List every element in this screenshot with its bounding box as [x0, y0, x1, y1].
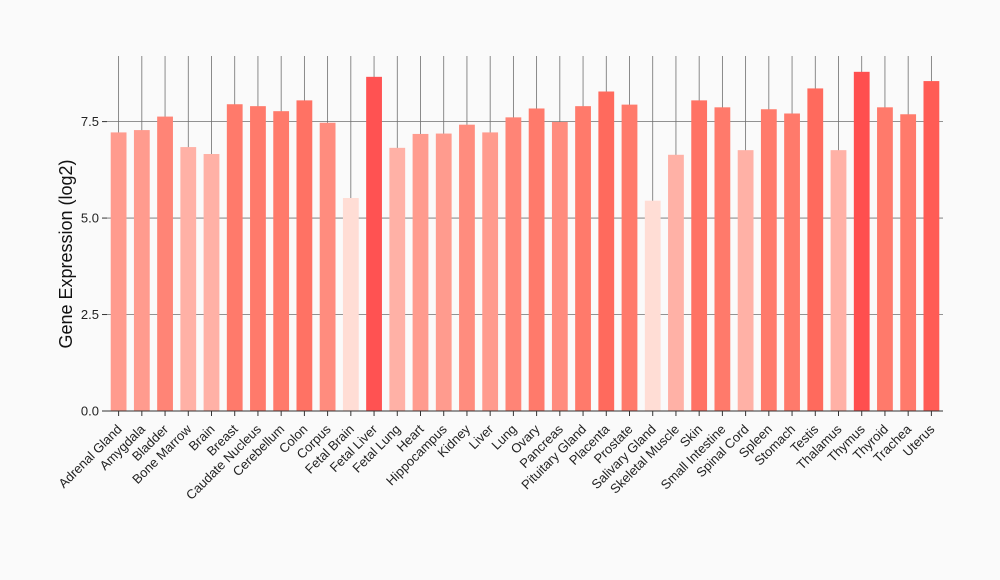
bar-thymus [853, 71, 870, 412]
bar-hippocampus [435, 133, 452, 411]
bar-pancreas [551, 121, 568, 411]
bar-fetal-lung [389, 147, 406, 411]
bar-caudate-nucleus [250, 106, 266, 412]
bar-skin [691, 100, 708, 411]
bar-prostate [621, 104, 638, 411]
bar-colon [296, 100, 313, 411]
bar-small-intestine [714, 107, 731, 412]
bar-placenta [598, 91, 615, 411]
y-axis-title: Gene Expression (log2) [56, 159, 76, 348]
bars [110, 71, 940, 412]
y-tick-label: 5.0 [81, 211, 99, 226]
bar-kidney [459, 124, 475, 411]
bar-ovary [528, 108, 545, 411]
bar-uterus [923, 81, 940, 412]
bar-liver [482, 132, 499, 412]
y-axis: 0.0 2.5 5.0 7.5 [81, 114, 107, 419]
bar-bone-marrow [180, 147, 197, 411]
bar-salivary-gland [644, 200, 661, 411]
bar-brain [203, 154, 220, 411]
bar-fetal-liver [366, 76, 382, 411]
bar-bladder [157, 116, 173, 412]
bar-adrenal-gland [110, 132, 127, 412]
bar-amygdala [133, 130, 150, 411]
y-tick-label: 0.0 [81, 404, 99, 419]
bar-spinal-cord [737, 150, 754, 412]
bar-heart [412, 133, 429, 411]
bar-thalamus [830, 150, 847, 412]
bar-thyroid [877, 107, 893, 412]
y-tick-label: 7.5 [81, 114, 99, 129]
bar-fetal-brain [342, 198, 359, 411]
bar-stomach [784, 113, 800, 411]
bar-corpus [319, 122, 336, 411]
bar-pituitary-gland [575, 106, 591, 412]
bar-breast [226, 104, 243, 411]
bar-lung [505, 117, 522, 411]
bar-trachea [900, 114, 917, 412]
bar-skeletal-muscle [668, 154, 684, 412]
x-tick-label-liver: Liver [466, 421, 497, 452]
bar-spleen [760, 109, 777, 411]
bar-testis [807, 88, 824, 412]
y-tick-label: 2.5 [81, 307, 99, 322]
bar-cerebellum [273, 111, 290, 411]
